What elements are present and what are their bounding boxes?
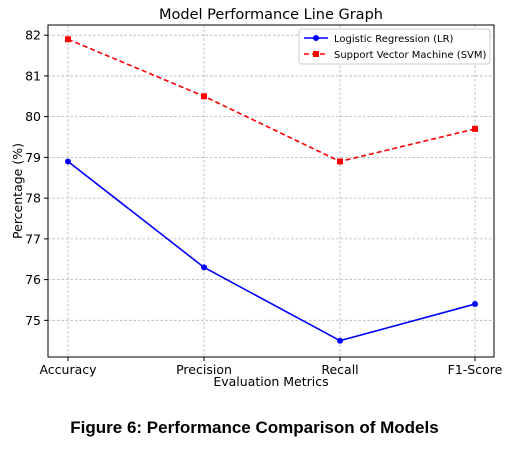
x-tick-label: F1-Score [448,362,503,377]
y-tick-label: 79 [25,150,41,165]
legend-marker-svm [313,51,319,57]
legend-label-lr: Logistic Regression (LR) [334,34,454,45]
chart-title: Model Performance Line Graph [159,7,383,23]
data-point-svm [472,125,478,132]
legend-label-svm: Support Vector Machine (SVM) [334,50,487,61]
figure-caption: Figure 6: Performance Comparison of Mode… [70,418,439,437]
data-point-lr [472,301,478,308]
x-axis-ticks: Accuracy Precision Recall F1-Score [39,357,503,377]
y-tick-label: 76 [25,272,41,287]
y-tick-label: 78 [25,191,41,206]
legend: Logistic Regression (LR) Support Vector M… [298,28,491,65]
plot-frame [47,24,495,358]
legend-marker-lr [313,35,319,41]
series-area [65,36,478,344]
y-tick-label: 77 [25,231,41,246]
y-tick-label: 75 [25,313,41,328]
data-point-lr [337,337,343,344]
data-point-svm [337,158,343,165]
y-axis-label: Percentage (%) [10,143,25,239]
data-point-svm [65,36,71,43]
y-tick-label: 80 [25,109,41,124]
y-axis-ticks: 75 76 77 78 79 80 81 82 [25,28,48,328]
y-tick-label: 82 [25,28,41,43]
data-point-svm [201,93,207,100]
x-tick-label: Accuracy [39,362,97,377]
series-line-svm [67,38,476,163]
x-axis-label: Evaluation Metrics [213,374,328,389]
x-tick-label: Precision [176,362,232,377]
data-point-lr [65,158,71,165]
line-chart: Model Performance Line Graph Accuracy Pre… [10,7,503,389]
y-tick-label: 81 [25,68,41,83]
data-point-lr [201,264,207,271]
x-tick-label: Recall [321,362,358,377]
series-line-lr [67,160,476,342]
grid [48,25,494,357]
legend-box [298,28,491,65]
